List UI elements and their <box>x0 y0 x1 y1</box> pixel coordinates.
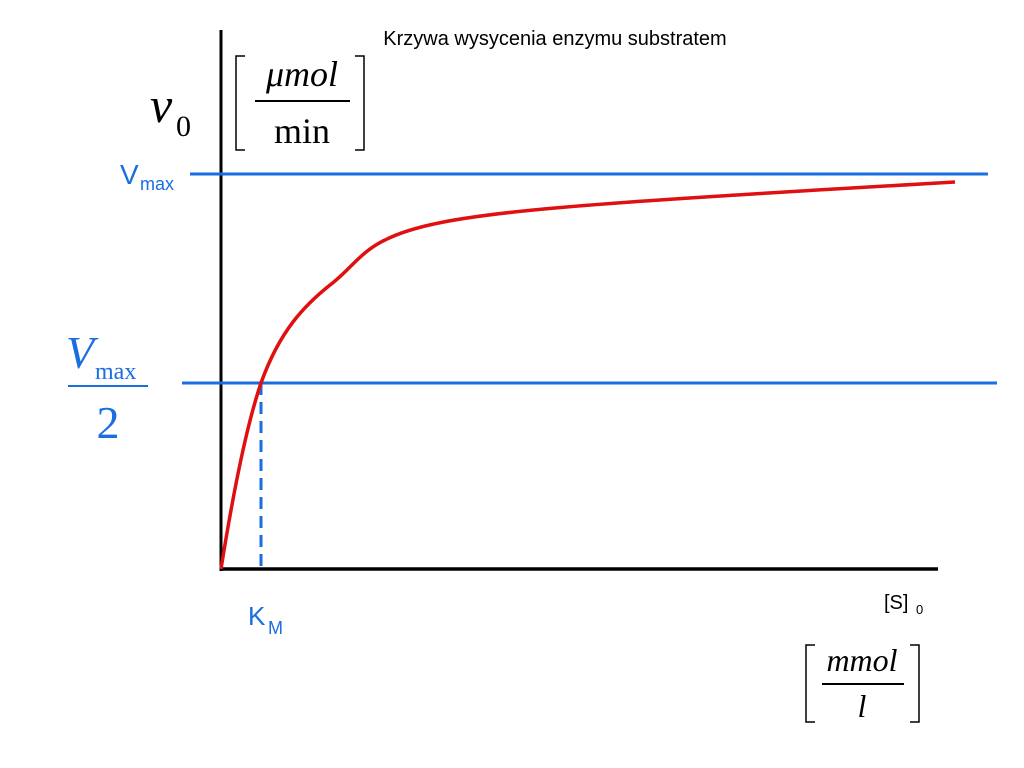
title: Krzywa wysycenia enzymu substratem <box>383 28 726 50</box>
x-unit-numerator: mmol <box>826 642 897 678</box>
saturation-curve <box>219 180 956 570</box>
y-unit-denominator: min <box>274 111 330 151</box>
x-symbol: [S] <box>884 592 908 614</box>
vmax-subscript: max <box>140 174 174 194</box>
half-vmax-symbol: V <box>66 327 99 378</box>
y-unit-numerator: μmol <box>265 54 338 94</box>
bracket <box>235 55 365 151</box>
km-symbol: K <box>248 601 266 631</box>
x-unit-denominator: l <box>858 688 867 724</box>
y-subscript: 0 <box>176 110 191 143</box>
km-subscript: M <box>268 618 283 638</box>
half-vmax-denominator: 2 <box>97 397 120 448</box>
x-subscript: 0 <box>916 602 923 617</box>
y-symbol: v <box>150 77 173 133</box>
bracket <box>805 644 920 723</box>
vmax-symbol: V <box>120 159 139 190</box>
half-vmax-subscript: max <box>95 359 136 385</box>
